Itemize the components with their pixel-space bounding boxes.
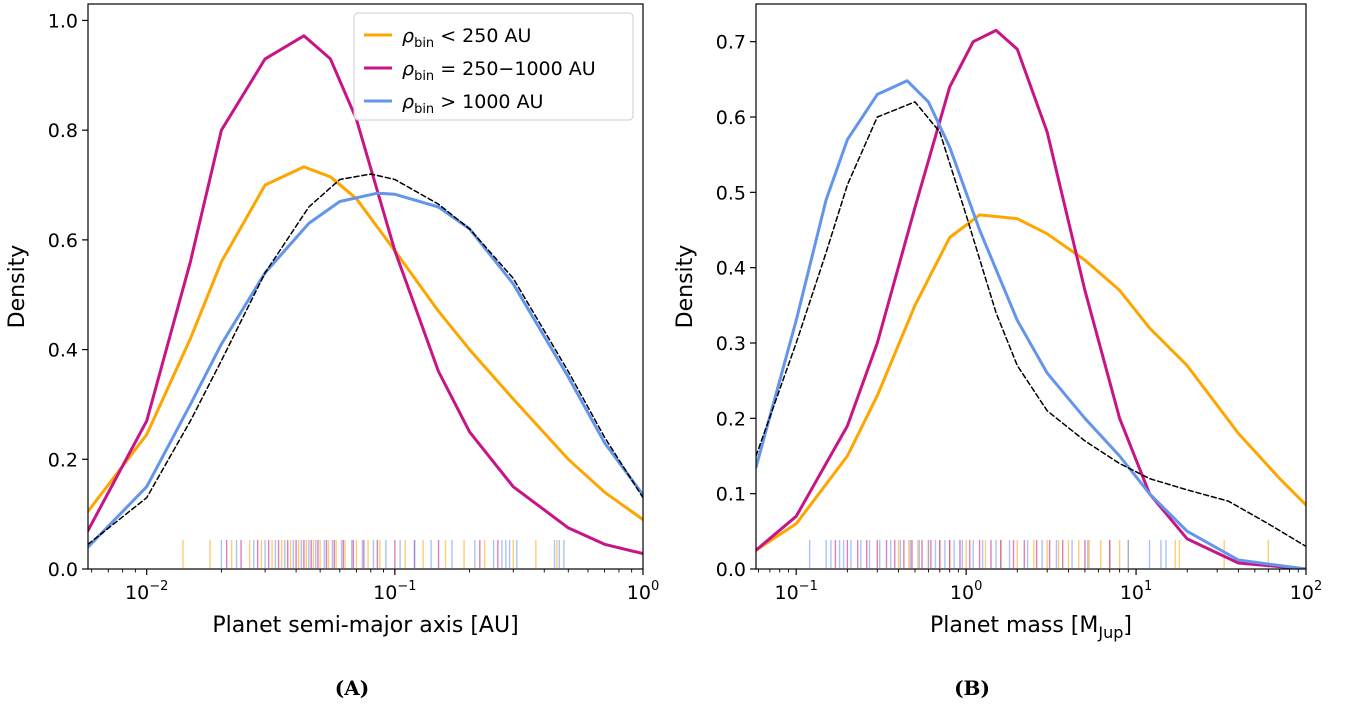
plot-frame-a: [87, 3, 644, 570]
x-tick-base: 10: [1290, 582, 1314, 604]
x-tick-base: 10: [950, 582, 974, 604]
panel-a: 0.00.20.40.60.81.010−2 10−1 100DensityPlan…: [5, 3, 659, 638]
y-tick-label-b-6: 0.6: [716, 107, 746, 129]
y-tick-label-a-4: 0.8: [48, 120, 78, 142]
legend-text: < 250 AU: [434, 25, 531, 47]
legend-subscript: bin: [414, 36, 434, 51]
x-tick-base: 10: [125, 582, 149, 604]
series-line-b-1: [756, 28, 1306, 569]
x-tick-base: 10: [627, 582, 651, 604]
y-tick-label-b-5: 0.5: [716, 182, 746, 204]
y-tick-label-a-3: 0.6: [48, 230, 78, 252]
series-line-a-3: [88, 173, 643, 546]
x-tick-label-b-3: 102: [1290, 579, 1322, 604]
x-tick-base: 10: [775, 582, 799, 604]
x-tick-exp: 0: [651, 579, 659, 594]
x-tick-exp: −2: [149, 579, 168, 594]
x-tick-label-a-0: 10−2: [125, 579, 168, 604]
plot-frame-b: [755, 3, 1307, 570]
legend-symbol: ρ: [402, 91, 414, 113]
y-tick-label-a-2: 0.4: [48, 340, 78, 362]
x-tick-label-b-0: 10−1: [775, 579, 818, 604]
x-axis-label-end: ]: [1123, 613, 1132, 638]
y-tick-label-b-1: 0.1: [716, 484, 746, 506]
y-axis-label-a: Density: [5, 245, 30, 329]
legend-text: = 250−1000 AU: [434, 58, 595, 80]
x-tick-exp: 2: [1314, 579, 1322, 594]
legend-label-0: ρbin < 250 AU: [402, 25, 531, 51]
panel-a-caption: (A): [334, 676, 370, 700]
x-axis-label-main: Planet mass [M: [930, 613, 1098, 638]
y-tick-label-b-4: 0.4: [716, 258, 746, 280]
y-tick-label-b-0: 0.0: [716, 559, 746, 581]
legend-label-2: ρbin > 1000 AU: [402, 91, 543, 117]
y-tick-label-b-7: 0.7: [716, 32, 746, 54]
x-tick-label-a-1: 10−1: [373, 579, 416, 604]
legend-symbol: ρ: [402, 25, 414, 47]
x-axis-label-b: Planet mass [MJup]: [930, 613, 1132, 642]
panel-b: 0.00.10.20.30.40.50.60.710−1 100 101 102Den…: [673, 3, 1322, 642]
series-line-b-3: [756, 101, 1306, 548]
y-tick-label-a-5: 1.0: [48, 10, 78, 32]
x-tick-label-a-2: 100: [627, 579, 659, 604]
x-tick-exp: 1: [1144, 579, 1152, 594]
y-tick-label-b-2: 0.2: [716, 408, 746, 430]
x-axis-label-sub: Jup: [1097, 623, 1123, 642]
x-tick-label-b-1: 100: [950, 579, 982, 604]
x-tick-exp: 0: [974, 579, 982, 594]
legend-label-1: ρbin = 250−1000 AU: [402, 58, 596, 84]
y-tick-label-a-1: 0.2: [48, 449, 78, 471]
x-axis-label-a: Planet semi-major axis [AU]: [212, 613, 518, 638]
legend-subscript: bin: [414, 102, 434, 117]
legend-box: [353, 12, 634, 121]
y-tick-label-b-3: 0.3: [716, 333, 746, 355]
x-tick-exp: −1: [397, 579, 416, 594]
panel-b-caption: (B): [954, 676, 990, 700]
x-tick-base: 10: [373, 582, 397, 604]
series-line-b-2: [756, 79, 1306, 569]
series-line-a-0: [88, 165, 643, 522]
legend-subscript: bin: [414, 69, 434, 84]
legend-text: > 1000 AU: [434, 91, 543, 113]
y-tick-label-a-0: 0.0: [48, 559, 78, 581]
panel-b-data: [756, 28, 1306, 569]
series-line-b-0: [756, 213, 1306, 552]
x-tick-exp: −1: [799, 579, 818, 594]
legend-symbol: ρ: [402, 58, 414, 80]
series-line-a-2: [88, 191, 643, 549]
x-tick-label-b-2: 101: [1120, 579, 1152, 604]
y-axis-label-b: Density: [673, 245, 698, 329]
x-tick-base: 10: [1120, 582, 1144, 604]
